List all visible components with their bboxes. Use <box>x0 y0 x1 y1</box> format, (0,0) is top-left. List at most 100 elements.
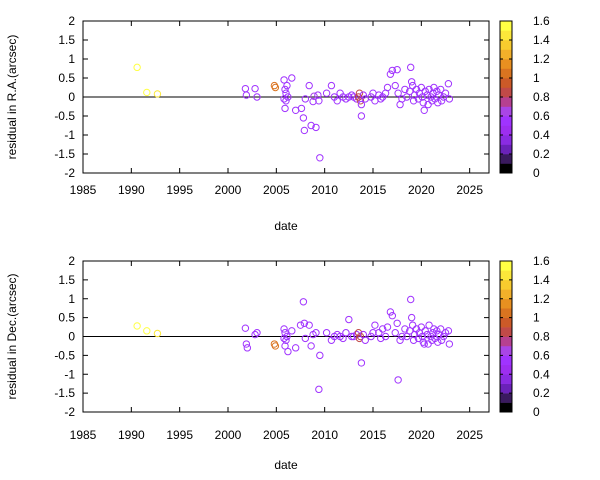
data-point <box>357 100 366 109</box>
colorbar-band <box>500 78 512 88</box>
data-point <box>133 322 141 330</box>
x-tick-label: 2005 <box>263 183 290 197</box>
data-point <box>424 340 432 348</box>
data-point <box>242 91 251 99</box>
x-axis-label: date <box>274 458 298 472</box>
colorbar-tick-label: 1.4 <box>533 273 550 287</box>
data-point <box>388 66 397 75</box>
colorbar-band <box>500 21 512 31</box>
data-point <box>307 121 315 130</box>
colorbar-band <box>500 374 512 384</box>
y-tick-label: 0.5 <box>58 71 75 85</box>
data-point <box>300 319 309 327</box>
colorbar-band <box>500 270 512 281</box>
colorbar-tick-label: 1 <box>533 71 540 85</box>
colorbar-band <box>500 59 512 69</box>
data-point <box>439 332 448 341</box>
data-point <box>299 298 308 306</box>
data-point <box>322 89 331 97</box>
colorbar-band <box>500 144 512 155</box>
data-point <box>424 100 432 109</box>
data-point <box>377 95 385 103</box>
data-point <box>354 329 363 337</box>
data-point <box>445 340 454 348</box>
data-point <box>444 327 453 335</box>
data-points <box>133 63 454 162</box>
data-point <box>339 334 347 343</box>
data-point <box>271 342 280 350</box>
data-point <box>433 327 441 335</box>
colorbar-tick-label: 1.2 <box>533 292 550 306</box>
data-point <box>296 321 305 329</box>
data-point <box>280 76 288 84</box>
colorbar-tick-label: 0.4 <box>533 367 550 381</box>
data-point <box>437 336 446 344</box>
data-point <box>401 325 409 333</box>
data-point <box>441 89 450 97</box>
y-tick-label: -1.5 <box>54 147 75 161</box>
colorbar-tick-label: 0 <box>533 166 540 180</box>
colorbar-band <box>500 364 512 375</box>
data-point <box>316 154 324 162</box>
data-point <box>354 93 363 101</box>
colorbar-band <box>500 49 512 60</box>
data-point <box>281 329 289 337</box>
colorbar-band <box>500 97 512 107</box>
data-point <box>282 89 290 97</box>
data-point <box>409 97 418 105</box>
y-axis-label: residual in R.A.(arcsec) <box>5 35 19 160</box>
y-tick-label: 2 <box>68 14 75 28</box>
colorbar-band <box>500 163 512 174</box>
data-point <box>241 84 250 93</box>
data-point <box>348 332 356 341</box>
data-point <box>383 83 392 92</box>
x-tick-label: 2000 <box>215 428 242 442</box>
x-tick-label: 2020 <box>408 183 435 197</box>
panel-ra: -2 -1.5 -1 -0.5 0 0.5 1 1.5 2 1985 1990 1995 2000 200… <box>5 14 550 233</box>
data-point <box>414 334 423 343</box>
y-tick-label: 2 <box>68 254 75 268</box>
colorbar-tick-label: 1.2 <box>533 52 550 66</box>
data-point <box>283 81 291 90</box>
data-point <box>153 90 162 98</box>
data-point <box>419 99 427 107</box>
colorbar-band <box>500 279 512 290</box>
colorbar-tick-label: 1.6 <box>533 254 550 268</box>
data-point <box>280 325 288 333</box>
data-point <box>312 123 320 132</box>
data-point <box>425 321 433 329</box>
data-point <box>309 97 317 106</box>
data-point <box>377 334 385 343</box>
y-tick-label: 0.5 <box>58 311 75 325</box>
x-tick-label: 2015 <box>360 183 387 197</box>
data-point <box>243 344 252 352</box>
data-point <box>396 336 404 344</box>
y-tick-label: -1 <box>64 128 75 142</box>
colorbar-band <box>500 345 512 356</box>
data-point <box>282 97 290 105</box>
colorbar-band <box>500 30 512 41</box>
data-point <box>434 99 442 107</box>
data-point <box>388 312 397 320</box>
data-point <box>322 329 331 337</box>
x-tick-label: 2005 <box>263 428 290 442</box>
data-point <box>417 83 426 92</box>
data-point <box>284 93 292 101</box>
data-point <box>408 321 417 329</box>
data-point <box>288 327 296 335</box>
data-point <box>284 347 292 356</box>
x-tick-label: 1995 <box>166 428 193 442</box>
data-point <box>427 93 435 101</box>
data-point <box>315 385 323 394</box>
data-point <box>437 97 446 105</box>
data-point <box>314 91 322 99</box>
colorbar-band <box>500 154 512 164</box>
data-point <box>133 63 141 72</box>
data-point <box>301 95 310 103</box>
data-point <box>305 81 313 90</box>
data-point <box>406 327 414 335</box>
data-point <box>300 126 309 135</box>
data-point <box>445 95 454 103</box>
colorbar-band <box>500 87 512 98</box>
data-point <box>398 95 406 103</box>
